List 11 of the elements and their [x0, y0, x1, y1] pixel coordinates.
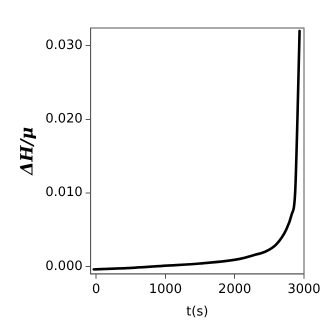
x-tick-label: 0: [92, 282, 100, 297]
y-axis-title: ΔH/μ: [18, 126, 38, 176]
y-tick-label: 0.020: [45, 112, 83, 127]
x-tick-label: 3000: [287, 282, 321, 297]
y-tick-label: 0.030: [45, 38, 83, 54]
y-tick-label: 0.010: [45, 185, 83, 200]
x-tick-label: 1000: [148, 282, 182, 297]
x-axis-title: t(s): [186, 304, 208, 320]
line-series: [92, 30, 301, 271]
x-tick-label: 2000: [218, 282, 252, 297]
y-tick-label: 0.000: [45, 258, 83, 274]
